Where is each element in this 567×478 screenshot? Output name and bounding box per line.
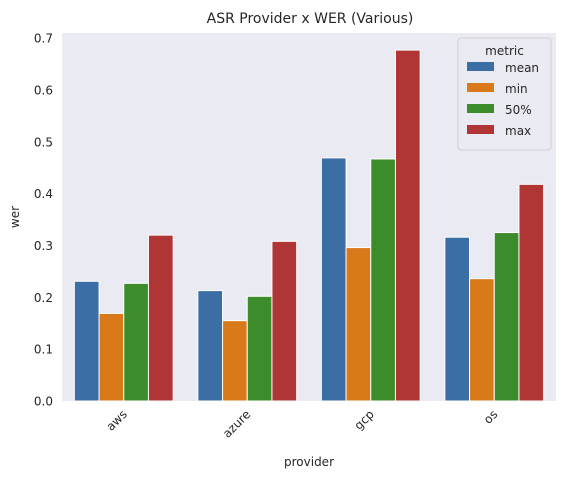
x-tick-label: aws xyxy=(103,407,129,433)
x-tick-label: os xyxy=(481,407,501,427)
y-tick-label: 0.0 xyxy=(34,395,53,409)
legend-label: mean xyxy=(505,61,539,75)
bar-os-max xyxy=(518,183,545,402)
x-axis-label: provider xyxy=(284,455,334,469)
y-tick-label: 0.1 xyxy=(34,343,53,357)
bar-os-min xyxy=(469,278,495,402)
x-tick-label: gcp xyxy=(352,407,377,432)
bar-gcp-50pct xyxy=(370,158,396,402)
bar-gcp-mean xyxy=(320,157,347,402)
x-tick-label: azure xyxy=(220,407,253,440)
bar-azure-min xyxy=(222,320,248,402)
bar-aws-min xyxy=(98,312,125,402)
y-tick-label: 0.5 xyxy=(34,135,53,149)
y-tick-label: 0.2 xyxy=(34,291,53,305)
bars-group xyxy=(73,49,545,402)
legend-label: 50% xyxy=(505,103,532,117)
bar-gcp-max xyxy=(394,49,421,402)
y-axis: 0.0 0.1 0.2 0.3 0.4 0.5 0.6 0.7 xyxy=(34,32,53,409)
legend-label: min xyxy=(505,82,528,96)
chart-title: ASR Provider x WER (Various) xyxy=(207,11,414,27)
legend-swatch xyxy=(467,83,494,92)
y-tick-label: 0.7 xyxy=(34,32,53,46)
legend-swatch xyxy=(467,62,494,71)
y-axis-label: wer xyxy=(8,206,22,228)
bar-aws-50pct xyxy=(123,282,149,402)
bar-gcp-min xyxy=(345,247,372,402)
bar-os-50pct xyxy=(493,232,520,402)
y-tick-label: 0.3 xyxy=(34,239,53,253)
bar-os-mean xyxy=(444,236,471,402)
legend-label: max xyxy=(505,124,531,138)
y-tick-label: 0.6 xyxy=(34,84,53,98)
legend: metric mean min 50% max xyxy=(457,37,552,151)
bar-aws-mean xyxy=(73,280,100,402)
legend-title: metric xyxy=(485,44,524,58)
y-tick-label: 0.4 xyxy=(34,187,53,201)
bar-azure-max xyxy=(271,240,298,402)
bar-azure-mean xyxy=(197,290,224,402)
bar-azure-50pct xyxy=(246,295,273,402)
legend-swatch xyxy=(467,125,494,134)
x-axis: aws azure gcp os xyxy=(103,407,500,440)
legend-swatch xyxy=(467,104,494,113)
bar-aws-max xyxy=(147,234,174,402)
